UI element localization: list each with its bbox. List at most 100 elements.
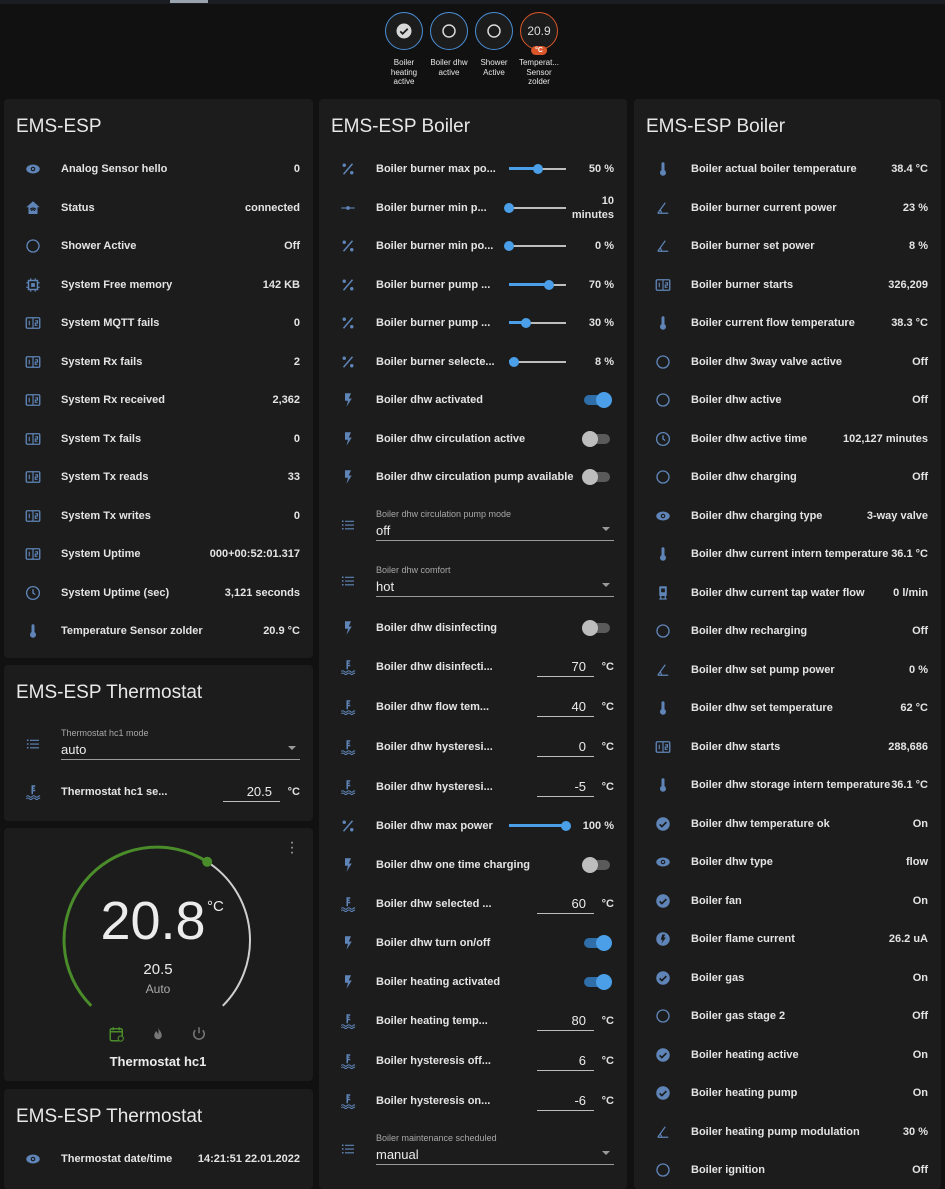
toggle-switch[interactable] (582, 973, 612, 990)
select-entity-row[interactable]: Boiler maintenance scheduled manual (319, 1121, 627, 1177)
slider[interactable] (504, 238, 566, 254)
slider-entity-row[interactable]: Boiler burner pump ... 70 % (319, 266, 627, 305)
toggle-entity-row[interactable]: Boiler dhw circulation active (319, 420, 627, 459)
slider[interactable] (504, 200, 566, 216)
number-entity-row[interactable]: Boiler dhw hysteresi... -5 °C (319, 767, 627, 807)
select-field[interactable]: Thermostat hc1 mode auto (61, 728, 300, 760)
badge-temperature-sensor-zolder[interactable]: 20.9 °C Temperat... Sensor zolder (519, 12, 559, 87)
more-options-icon[interactable]: · · · (289, 834, 295, 861)
toggle-thumb[interactable] (596, 973, 612, 990)
select-entity-row[interactable]: Boiler dhw circulation pump mode off (319, 497, 627, 553)
number-input[interactable]: 6 (537, 1051, 594, 1071)
toggle-thumb[interactable] (596, 392, 612, 409)
number-input[interactable]: 80 (537, 1011, 594, 1031)
slider-thumb[interactable] (532, 164, 543, 175)
slider[interactable] (508, 354, 566, 370)
slider-entity-row[interactable]: Boiler burner min p... 10 minutes (319, 189, 627, 228)
toggle-thumb[interactable] (596, 935, 612, 952)
number-entity-row[interactable]: Thermostat hc1 se... 20.5 °C (4, 772, 313, 812)
toggle-entity-row[interactable]: Boiler heating activated (319, 963, 627, 1002)
number-entity-row[interactable]: Boiler dhw hysteresi... 0 °C (319, 727, 627, 767)
chevron-down-icon[interactable] (288, 746, 296, 750)
slider-thumb[interactable] (521, 318, 532, 329)
active-view-tab[interactable] (170, 0, 208, 3)
badge-boiler-dhw-active[interactable]: Boiler dhw active (429, 12, 469, 87)
toggle-entity-row[interactable]: Boiler dhw circulation pump available (319, 458, 627, 497)
circle-icon (634, 353, 691, 371)
toggle-thumb[interactable] (582, 430, 598, 447)
slider-entity-row[interactable]: Boiler burner pump ... 30 % (319, 304, 627, 343)
select-value: manual (376, 1147, 419, 1162)
toggle-switch[interactable] (582, 430, 612, 447)
slider-thumb[interactable] (504, 202, 514, 213)
toggle-entity-row[interactable]: Boiler dhw disinfecting (319, 609, 627, 648)
slider-thumb[interactable] (508, 356, 519, 367)
slider-entity-row[interactable]: Boiler burner max po... 50 % (319, 150, 627, 189)
toggle-thumb[interactable] (582, 619, 598, 636)
slider-entity-row[interactable]: Boiler burner min po... 0 % (319, 227, 627, 266)
select-entity-row[interactable]: Boiler dhw comfort hot (319, 553, 627, 609)
slider-track[interactable] (509, 206, 566, 209)
number-input[interactable]: 60 (537, 894, 594, 914)
toggle-switch[interactable] (582, 619, 612, 636)
slider-track[interactable] (509, 360, 566, 363)
slider-thumb[interactable] (504, 241, 514, 252)
slider-icon (319, 199, 376, 217)
mode-auto-button[interactable] (108, 1025, 126, 1048)
slider[interactable] (509, 818, 571, 834)
chevron-down-icon[interactable] (602, 582, 610, 587)
number-entity-row[interactable]: Boiler hysteresis off... 6 °C (319, 1041, 627, 1081)
slider[interactable] (509, 315, 566, 331)
slider-thumb[interactable] (561, 821, 571, 832)
slider-track[interactable] (509, 245, 566, 248)
number-input[interactable]: 0 (537, 737, 594, 757)
toggle-thumb[interactable] (582, 469, 598, 486)
toggle-switch[interactable] (582, 935, 612, 952)
entity-value: Off (912, 625, 928, 638)
number-entity-row[interactable]: Boiler hysteresis on... -6 °C (319, 1081, 627, 1121)
number-entity-row[interactable]: Boiler heating temp... 80 °C (319, 1001, 627, 1041)
select-field[interactable]: Boiler dhw circulation pump mode off (376, 509, 614, 541)
toggle-switch[interactable] (582, 392, 612, 409)
number-input[interactable]: -5 (537, 777, 594, 797)
slider-thumb[interactable] (543, 279, 554, 290)
toggle-entity-row[interactable]: Boiler dhw one time charging (319, 846, 627, 885)
slider-entity-row[interactable]: Boiler dhw max power 100 % (319, 807, 627, 846)
slider-entity-row[interactable]: Boiler burner selecte... 8 % (319, 343, 627, 382)
number-input[interactable]: 40 (537, 697, 594, 717)
toggle-thumb[interactable] (582, 856, 598, 873)
number-input[interactable]: -6 (537, 1091, 594, 1111)
select-field[interactable]: Boiler maintenance scheduled manual (376, 1133, 614, 1165)
chevron-down-icon[interactable] (602, 1151, 610, 1155)
toggle-entity-row[interactable]: Boiler dhw activated (319, 381, 627, 420)
toggle-entity-row[interactable]: Boiler dhw turn on/off (319, 924, 627, 963)
mode-heat-button[interactable] (149, 1025, 167, 1048)
slider-track[interactable] (509, 322, 566, 325)
select-entity-row[interactable]: Thermostat hc1 mode auto (4, 716, 313, 772)
chevron-down-icon[interactable] (602, 526, 610, 531)
thermometer-icon (634, 314, 691, 332)
toggle-switch[interactable] (582, 469, 612, 486)
percent-icon (319, 314, 376, 332)
entity-row: Boiler fan On (634, 882, 941, 921)
number-input[interactable]: 70 (537, 657, 594, 677)
entity-value: On (912, 1048, 928, 1061)
select-field[interactable]: Boiler dhw comfort hot (376, 565, 614, 597)
circle-icon (634, 622, 691, 640)
mode-off-button[interactable] (190, 1025, 208, 1048)
thermostat-dial[interactable] (4, 828, 313, 1081)
percent-icon (319, 237, 376, 255)
badge-boiler-heating-active[interactable]: Boiler heating active (384, 12, 424, 87)
number-entity-row[interactable]: Boiler dhw disinfecti... 70 °C (319, 647, 627, 687)
entity-label: Boiler dhw current intern temperature (691, 548, 889, 561)
clock-icon (634, 430, 691, 448)
badge-shower-active[interactable]: Shower Active (474, 12, 514, 87)
number-entity-row[interactable]: Boiler dhw selected ... 60 °C (319, 884, 627, 924)
water-thermometer-icon (319, 1092, 376, 1110)
gauge-icon (634, 199, 691, 217)
number-entity-row[interactable]: Boiler dhw flow tem... 40 °C (319, 687, 627, 727)
number-input[interactable]: 20.5 (223, 782, 280, 802)
slider[interactable] (509, 161, 566, 177)
slider[interactable] (509, 277, 566, 293)
toggle-switch[interactable] (582, 856, 612, 873)
